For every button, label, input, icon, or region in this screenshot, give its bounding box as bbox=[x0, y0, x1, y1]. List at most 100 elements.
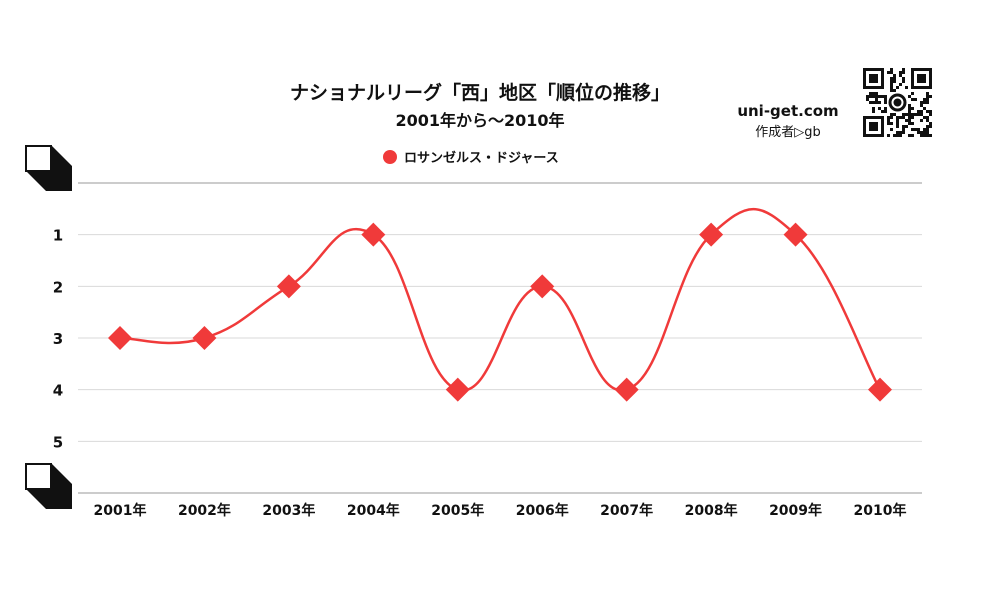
qr-module bbox=[893, 77, 896, 80]
qr-module bbox=[890, 89, 893, 92]
qr-module bbox=[911, 92, 914, 95]
qr-module bbox=[908, 95, 911, 98]
qr-module bbox=[902, 116, 905, 119]
qr-module bbox=[896, 119, 899, 122]
data-point-marker bbox=[361, 222, 386, 247]
qr-module bbox=[929, 95, 932, 98]
qr-module bbox=[902, 125, 905, 128]
qr-module bbox=[896, 86, 899, 89]
qr-module bbox=[926, 101, 929, 104]
qr-module bbox=[911, 98, 914, 101]
qr-module bbox=[875, 95, 878, 98]
data-point-marker bbox=[699, 222, 724, 247]
x-tick-label: 2005年 bbox=[431, 502, 484, 519]
qr-module bbox=[920, 119, 923, 122]
site-name: uni-get.com bbox=[737, 102, 838, 120]
qr-module bbox=[929, 125, 932, 128]
qr-module bbox=[881, 110, 884, 113]
data-point-marker bbox=[530, 274, 555, 299]
y-tick-label: 2 bbox=[53, 278, 63, 296]
legend-marker bbox=[383, 150, 397, 164]
qr-module bbox=[890, 116, 893, 119]
qr-module bbox=[923, 107, 926, 110]
qr-module bbox=[902, 80, 905, 83]
qr-module bbox=[887, 119, 890, 122]
x-tick-label: 2009年 bbox=[769, 502, 822, 519]
data-point-marker bbox=[108, 326, 132, 350]
qr-module bbox=[902, 113, 905, 116]
series-markers bbox=[108, 222, 892, 402]
qr-module bbox=[872, 107, 875, 110]
qr-module bbox=[899, 134, 902, 137]
qr-module bbox=[869, 95, 872, 98]
corner-bracket-bottom-icon bbox=[25, 463, 72, 509]
grid-lines bbox=[78, 182, 922, 494]
qr-module bbox=[872, 95, 875, 98]
x-tick-label: 2001年 bbox=[94, 502, 147, 519]
series-lines bbox=[119, 208, 882, 392]
qr-module bbox=[887, 134, 890, 137]
qr-module bbox=[899, 116, 902, 119]
x-tick-label: 2008年 bbox=[685, 502, 738, 519]
qr-module bbox=[905, 125, 908, 128]
qr-module bbox=[929, 122, 932, 125]
qr-module bbox=[884, 101, 887, 104]
qr-module bbox=[893, 89, 896, 92]
qr-module bbox=[893, 80, 896, 83]
qr-module bbox=[899, 74, 902, 77]
qr-module bbox=[911, 128, 914, 131]
qr-module bbox=[890, 122, 893, 125]
qr-module bbox=[929, 134, 932, 137]
qr-module bbox=[875, 101, 878, 104]
qr-module bbox=[908, 122, 911, 125]
qr-module bbox=[899, 131, 902, 134]
x-tick-label: 2003年 bbox=[262, 502, 315, 519]
qr-module bbox=[908, 116, 911, 119]
qr-module bbox=[917, 110, 920, 113]
data-point-marker bbox=[868, 377, 892, 402]
qr-module bbox=[920, 104, 923, 107]
qr-module bbox=[890, 68, 893, 71]
qr-module bbox=[926, 95, 929, 98]
qr-module bbox=[908, 113, 911, 116]
qr-module bbox=[926, 131, 929, 134]
qr-module bbox=[908, 104, 911, 107]
qr-module bbox=[887, 116, 890, 119]
qr-finder bbox=[869, 122, 878, 131]
qr-module bbox=[923, 101, 926, 104]
qr-module bbox=[926, 119, 929, 122]
qr-module bbox=[890, 80, 893, 83]
qr-module bbox=[896, 134, 899, 137]
x-axis-ticks: 2001年 2002年 2003年 2004年 2005年 2006年 2007年 2008年… bbox=[94, 502, 907, 519]
qr-module bbox=[917, 131, 920, 134]
qr-module bbox=[908, 107, 911, 110]
qr-module bbox=[920, 134, 923, 137]
qr-module bbox=[902, 131, 905, 134]
qr-module bbox=[914, 98, 917, 101]
author-credit: 作成者▷gb bbox=[755, 125, 821, 140]
qr-module bbox=[872, 110, 875, 113]
qr-module bbox=[926, 128, 929, 131]
qr-module bbox=[920, 131, 923, 134]
qr-module bbox=[929, 113, 932, 116]
qr-module bbox=[914, 113, 917, 116]
qr-module bbox=[890, 83, 893, 86]
qr-module bbox=[890, 86, 893, 89]
qr-module bbox=[926, 116, 929, 119]
data-point-marker bbox=[614, 377, 639, 402]
qr-module bbox=[917, 113, 920, 116]
qr-module bbox=[902, 128, 905, 131]
x-tick-label: 2007年 bbox=[600, 502, 653, 519]
data-point-marker bbox=[192, 326, 217, 350]
qr-module bbox=[896, 116, 899, 119]
x-tick-label: 2004年 bbox=[347, 502, 400, 519]
qr-module bbox=[881, 95, 884, 98]
qr-module bbox=[920, 110, 923, 113]
qr-module bbox=[890, 77, 893, 80]
qr-module bbox=[887, 122, 890, 125]
qr-code-icon bbox=[863, 68, 932, 137]
qr-module bbox=[908, 134, 911, 137]
qr-finder bbox=[917, 74, 926, 83]
qr-module bbox=[890, 128, 893, 131]
qr-module bbox=[905, 113, 908, 116]
